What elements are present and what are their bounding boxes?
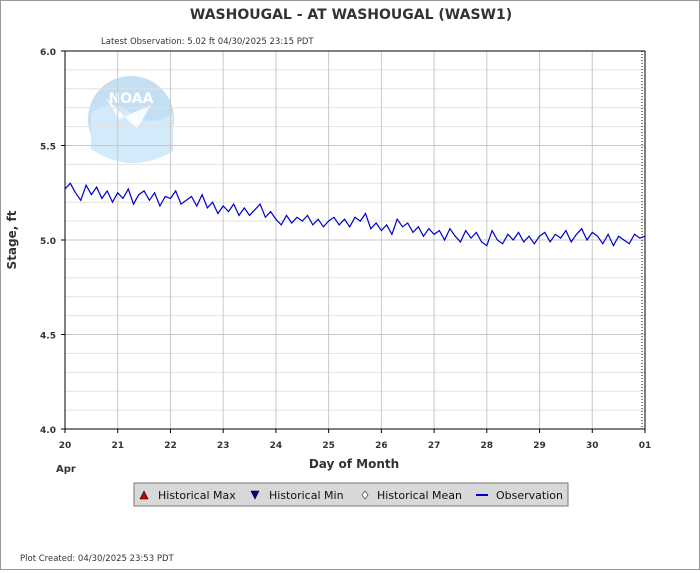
month-label: Apr	[56, 464, 76, 475]
x-axis-ticks: 20 21 22 23 24 25 26 27 28 29 30 01	[59, 429, 652, 451]
triangle-down-icon	[250, 490, 260, 500]
x-tick-label: 28	[481, 441, 494, 451]
y-tick-label: 4.5	[40, 332, 56, 342]
y-axis-ticks: 4.0 4.5 5.0 5.5 6.0	[40, 48, 65, 436]
y-tick-label: 5.5	[40, 143, 56, 153]
x-axis-label: Day of Month	[309, 457, 399, 471]
legend-label: Historical Max	[158, 489, 236, 502]
y-tick-label: 6.0	[40, 48, 56, 58]
legend-label: Observation	[496, 489, 563, 502]
x-tick-label: 24	[270, 441, 283, 451]
x-tick-label: 29	[533, 441, 546, 451]
legend-label: Historical Min	[269, 489, 344, 502]
legend-box	[133, 482, 569, 507]
chart-title: WASHOUGAL - AT WASHOUGAL (WASW1)	[190, 7, 512, 23]
triangle-up-icon	[139, 490, 149, 500]
legend: Historical Max Historical Min Historical…	[133, 482, 569, 507]
x-tick-label: 27	[428, 441, 441, 451]
grid	[65, 51, 645, 429]
legend-item-historical-max: Historical Max	[139, 489, 236, 502]
x-tick-label: 25	[322, 441, 335, 451]
x-tick-label: 01	[639, 441, 652, 451]
x-tick-label: 23	[217, 441, 230, 451]
latest-observation: Latest Observation: 5.02 ft 04/30/2025 2…	[101, 37, 314, 47]
legend-label: Historical Mean	[377, 489, 462, 502]
x-tick-label: 30	[586, 441, 599, 451]
observation-series-line	[65, 182, 645, 248]
x-tick-label: 21	[111, 441, 124, 451]
noaa-logo: NOAA	[88, 76, 174, 164]
x-tick-label: 20	[59, 441, 72, 451]
plot-created: Plot Created: 04/30/2025 23:53 PDT	[20, 554, 174, 564]
legend-item-observation: Observation	[476, 489, 563, 502]
x-tick-label: 22	[164, 441, 177, 451]
x-tick-label: 26	[375, 441, 388, 451]
y-axis-label: Stage, ft	[5, 210, 19, 269]
y-tick-label: 4.0	[40, 426, 56, 436]
svg-text:NOAA: NOAA	[109, 91, 154, 107]
legend-item-historical-min: Historical Min	[250, 489, 344, 502]
diamond-icon	[361, 490, 369, 500]
legend-item-historical-mean: Historical Mean	[361, 489, 462, 502]
y-tick-label: 5.0	[40, 237, 56, 247]
